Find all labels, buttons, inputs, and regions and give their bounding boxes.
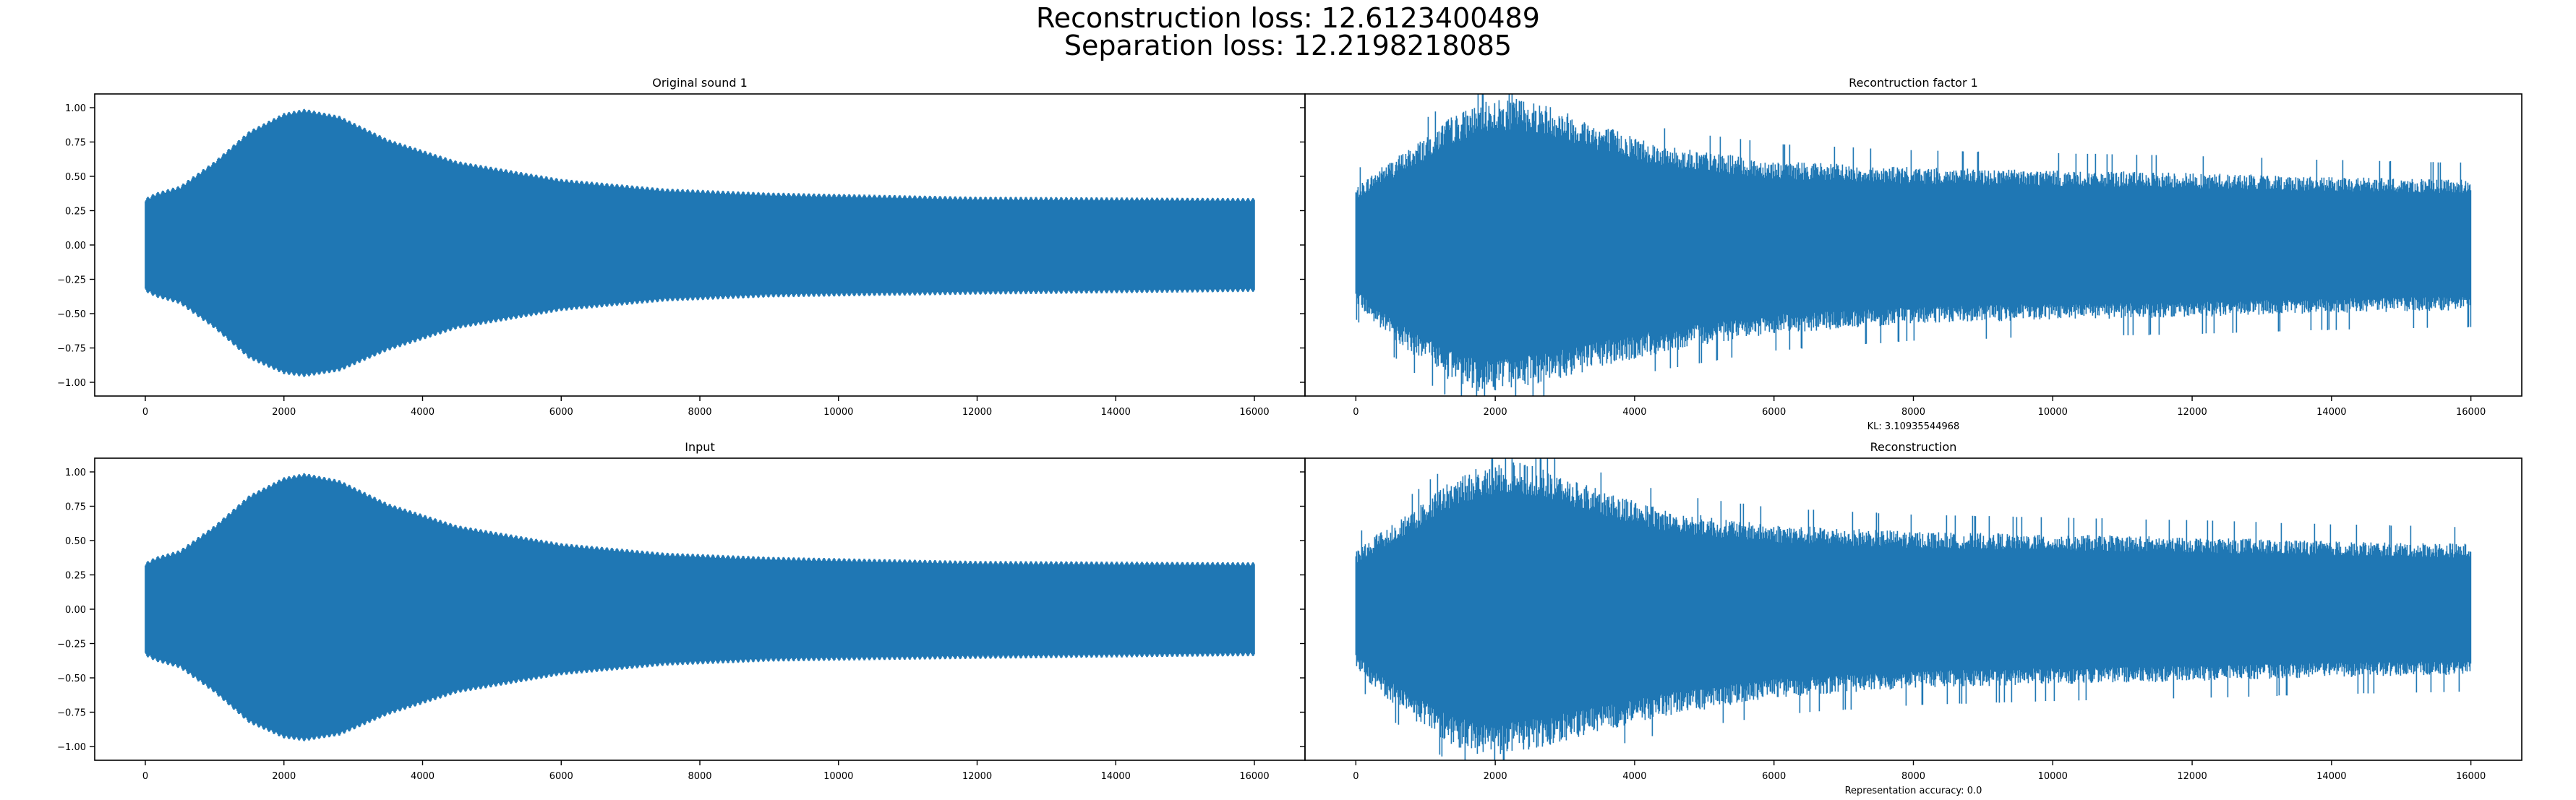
subplot-1: Original sound 1 0 2000 4000 6000 8000 10000 12… [57,76,1306,418]
y-tick-label: −0.75 [57,708,86,719]
subplot-footer-text: KL: 3.10935544968 [1867,421,1960,432]
y-tick-label: 0.50 [65,536,86,547]
x-tick-label: 10000 [823,407,853,418]
waveform-series [1355,458,2472,760]
y-tick-label: −0.50 [57,309,86,320]
x-tick-label: 4000 [1622,407,1646,418]
x-tick-label: 14000 [2316,771,2346,782]
x-tick-label: 4000 [1622,771,1646,782]
x-tick-label: 8000 [688,407,711,418]
subplot-title: Reconstruction [1870,440,1957,454]
waveform-series [145,108,1255,377]
y-tick-label: 0.50 [65,172,86,183]
subplot-footer-text: Representation accuracy: 0.0 [1845,786,1982,796]
x-tick-label: 10000 [2038,771,2068,782]
y-tick-label: −1.00 [57,378,86,389]
suptitle-reconstruction-loss: Reconstruction loss: 12.6123400489 [1036,2,1540,34]
x-tick-label: 0 [1353,407,1358,418]
x-tick-label: 16000 [1239,771,1269,782]
y-tick-label: −1.00 [57,742,86,753]
x-tick-label: 16000 [1239,407,1269,418]
x-tick-label: 6000 [1762,407,1786,418]
y-tick-label: −0.25 [57,640,86,650]
x-tick-label: 12000 [2177,407,2207,418]
y-tick-label: −0.25 [57,275,86,286]
y-tick-label: 0.25 [65,207,86,218]
suptitle-separation-loss: Separation loss: 12.2198218085 [1064,30,1512,61]
waveform-series [1355,94,2472,396]
x-tick-label: 12000 [962,771,992,782]
subplot-2: Recontruction factor 1 0 2000 4000 6000 8000 1… [1300,76,2522,432]
y-tick-label: 1.00 [65,468,86,478]
subplot-title: Input [685,440,714,454]
x-tick-label: 4000 [411,407,435,418]
subplot-title: Recontruction factor 1 [1849,76,1978,90]
x-tick-label: 6000 [549,407,573,418]
x-tick-label: 10000 [2038,407,2068,418]
x-tick-label: 0 [142,407,148,418]
x-tick-label: 6000 [1762,771,1786,782]
y-tick-label: −0.50 [57,674,86,684]
x-tick-label: 10000 [823,771,853,782]
x-tick-label: 2000 [1484,407,1507,418]
x-tick-label: 14000 [1101,771,1131,782]
y-tick-label: 0.75 [65,138,86,149]
y-tick-label: 0.75 [65,502,86,513]
x-tick-label: 14000 [1101,407,1131,418]
x-tick-label: 6000 [549,771,573,782]
x-tick-label: 16000 [2456,771,2486,782]
waveform-series [145,473,1255,741]
x-tick-label: 2000 [272,407,296,418]
x-tick-label: 16000 [2456,407,2486,418]
x-tick-label: 8000 [1901,407,1925,418]
subplot-3: Input 0 2000 4000 6000 8000 10000 12000 14000 160… [57,440,1306,782]
y-tick-label: 0.25 [65,571,86,582]
y-tick-label: 0.00 [65,605,86,616]
x-tick-label: 2000 [1484,771,1507,782]
x-tick-label: 4000 [411,771,435,782]
x-tick-label: 8000 [1901,771,1925,782]
x-tick-label: 14000 [2316,407,2346,418]
x-tick-label: 8000 [688,771,711,782]
subplot-title: Original sound 1 [652,76,748,90]
x-tick-label: 2000 [272,771,296,782]
y-tick-label: −0.75 [57,344,86,355]
x-tick-label: 12000 [962,407,992,418]
y-tick-label: 1.00 [65,103,86,114]
x-tick-label: 12000 [2177,771,2207,782]
subplot-4: Reconstruction 0 2000 4000 6000 8000 10000 1200… [1300,440,2522,796]
x-tick-label: 0 [1353,771,1358,782]
y-tick-label: 0.00 [65,241,86,251]
x-tick-label: 0 [142,771,148,782]
